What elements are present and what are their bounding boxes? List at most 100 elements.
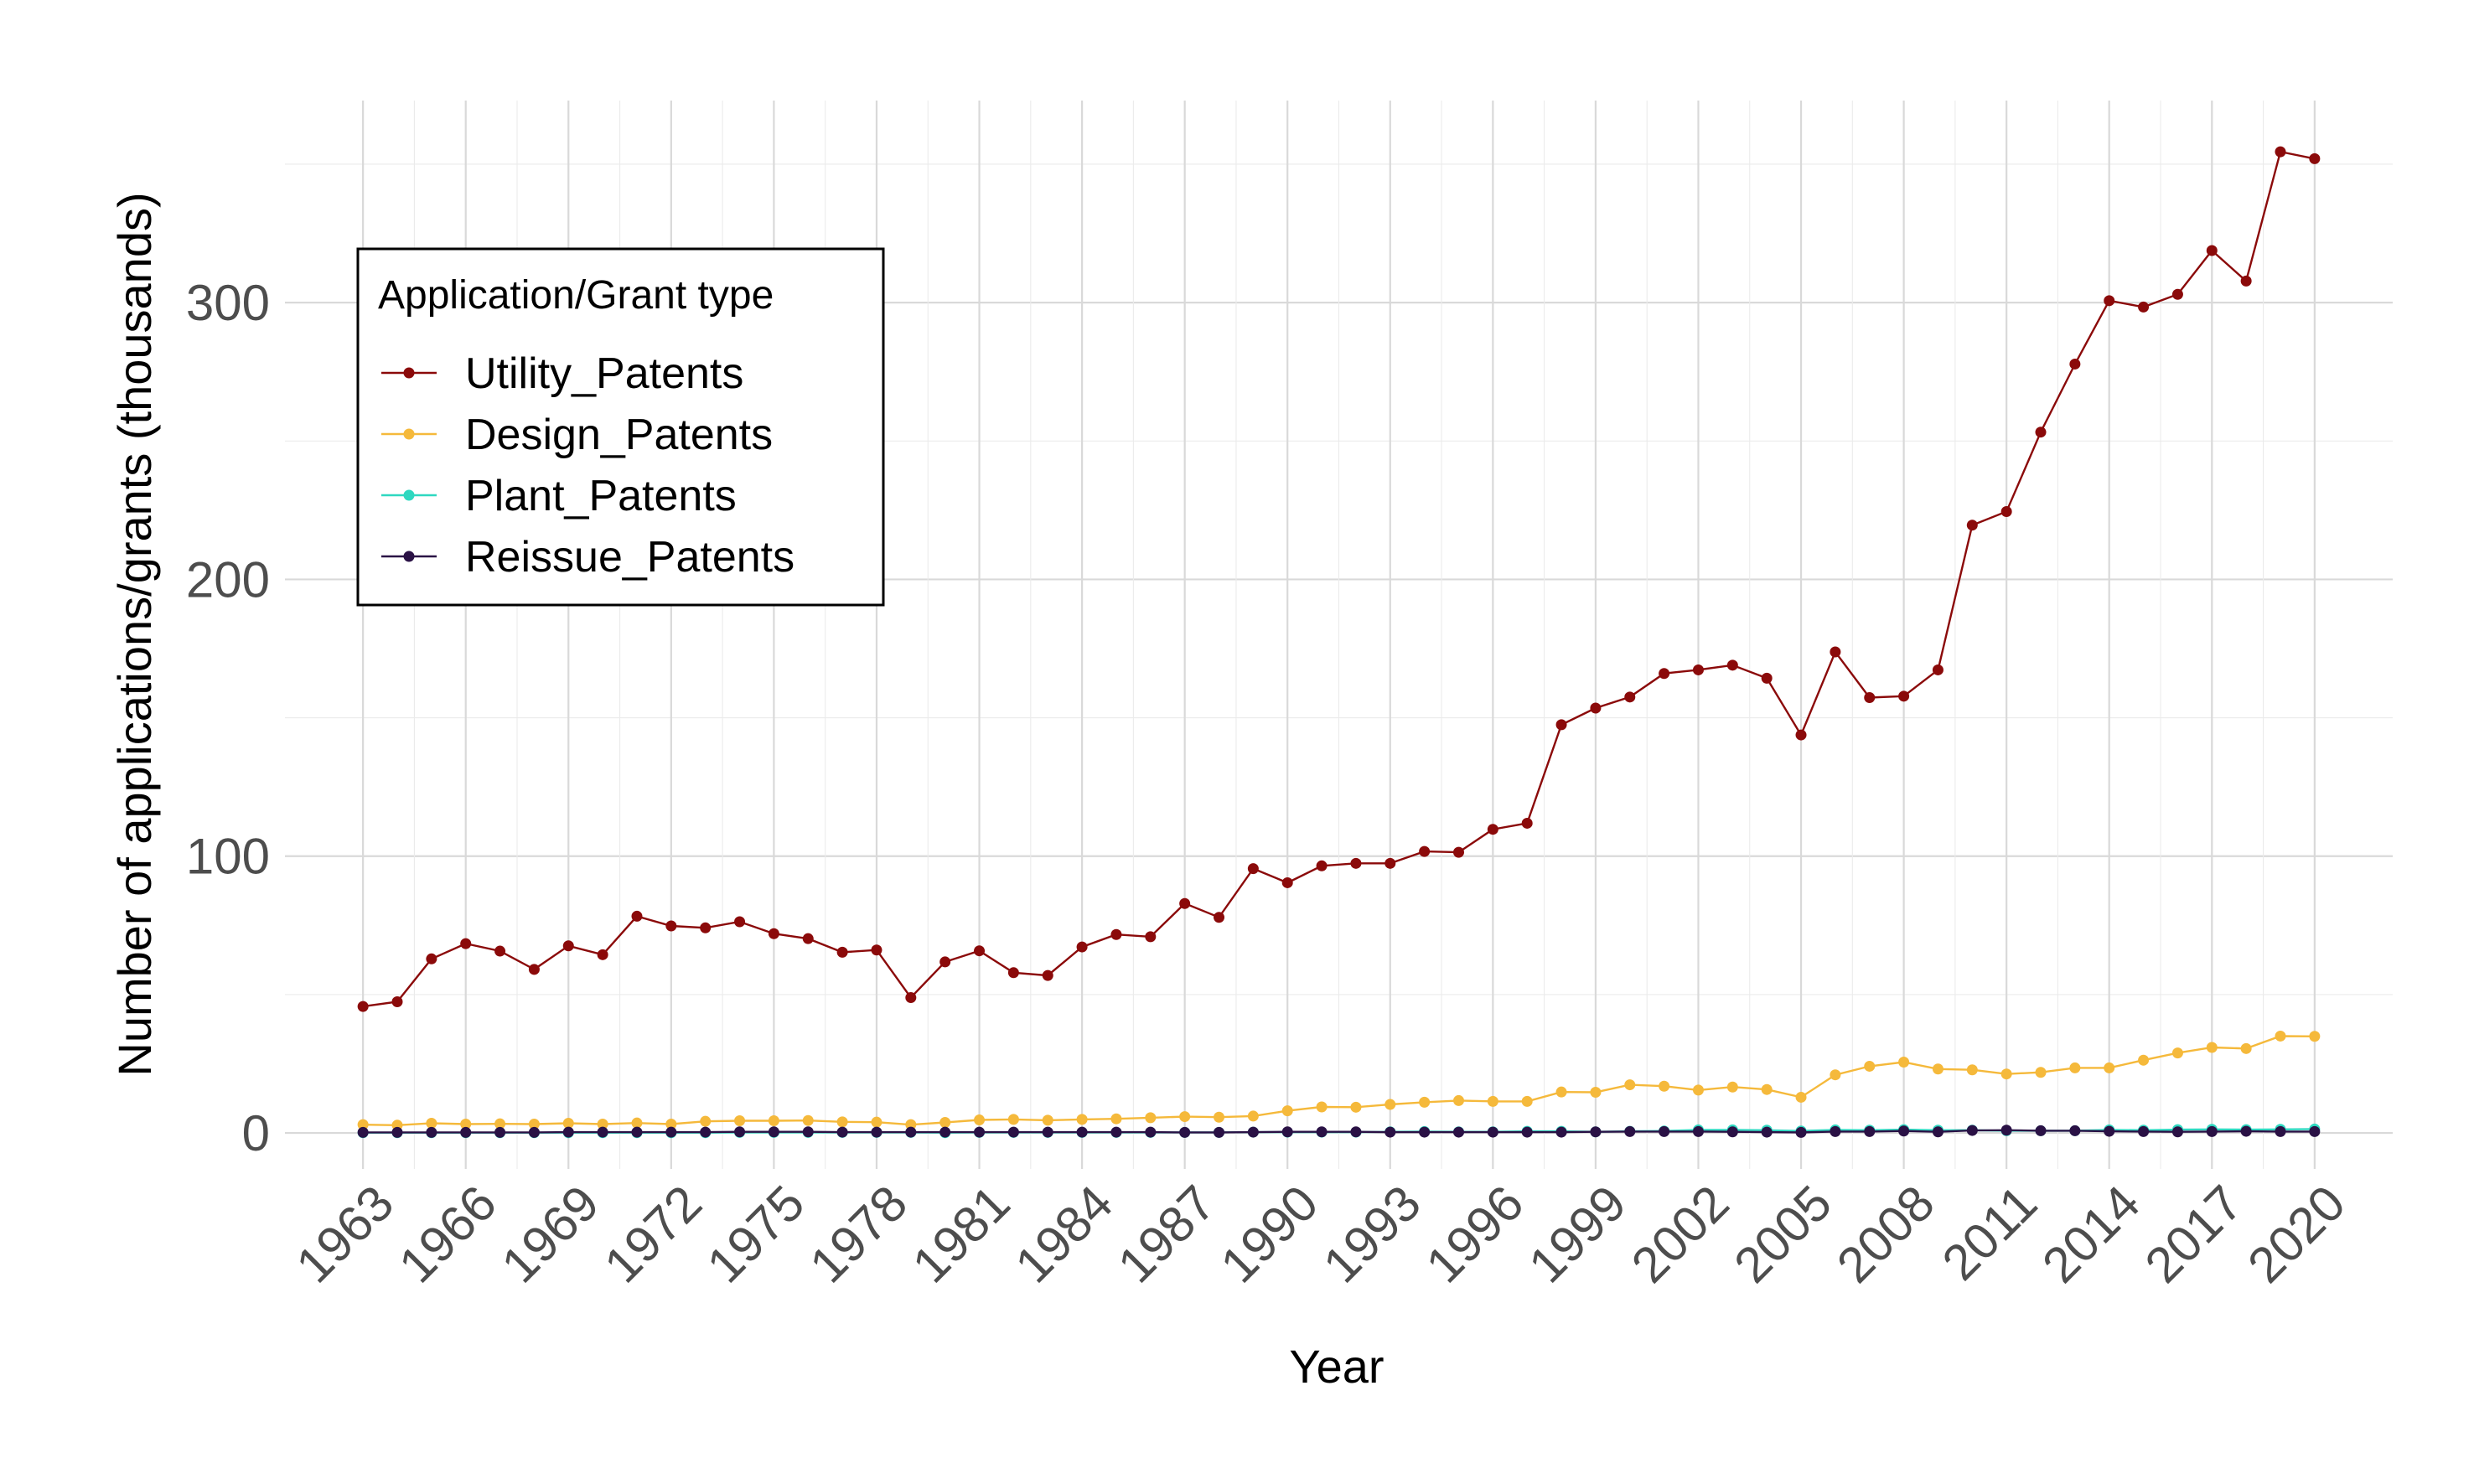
data-point [1830, 1126, 1840, 1137]
x-tick-label: 1984 [1005, 1175, 1124, 1294]
data-point [871, 944, 882, 955]
data-point [665, 1127, 676, 1138]
data-point [426, 1127, 437, 1138]
data-point [1145, 1127, 1156, 1138]
data-point [803, 1126, 814, 1137]
data-point [1145, 931, 1156, 942]
data-point [1043, 1127, 1053, 1138]
data-point [1385, 858, 1395, 869]
data-point [460, 1127, 471, 1138]
x-axis-ticks: 1963196619691972197519781981198419871990… [286, 1175, 2356, 1294]
data-point [1453, 847, 1464, 858]
data-point [2001, 1125, 2012, 1135]
legend-key-point [404, 368, 415, 379]
data-point [1110, 929, 1121, 940]
data-point [1933, 1063, 1943, 1074]
data-point [2036, 1067, 2047, 1078]
data-point [1762, 673, 1773, 684]
y-tick-label: 100 [186, 829, 270, 885]
data-point [2001, 506, 2012, 517]
data-point [1110, 1114, 1121, 1125]
data-point [2104, 1126, 2114, 1137]
data-point [1419, 846, 1430, 857]
data-point [803, 933, 814, 944]
data-point [1624, 691, 1635, 702]
x-tick-label: 1993 [1312, 1175, 1431, 1294]
data-point [1248, 863, 1259, 874]
data-point [2138, 1126, 2149, 1137]
data-point [905, 1127, 916, 1138]
data-point [494, 946, 505, 957]
x-tick-label: 1990 [1210, 1175, 1329, 1294]
data-point [2069, 1063, 2080, 1073]
data-point [837, 947, 848, 958]
data-point [1043, 1114, 1053, 1125]
data-point [529, 964, 540, 975]
data-point [939, 956, 950, 967]
legend-label: Plant_Patents [465, 472, 737, 520]
data-point [392, 996, 403, 1007]
data-point [1008, 967, 1019, 978]
data-point [1385, 1099, 1395, 1110]
data-point [769, 1126, 779, 1137]
data-point [2069, 359, 2080, 370]
data-point [2001, 1068, 2012, 1079]
data-point [2309, 1126, 2320, 1137]
y-tick-label: 300 [186, 275, 270, 331]
x-tick-label: 2002 [1621, 1175, 1740, 1294]
data-point [1453, 1095, 1464, 1106]
data-point [1590, 1126, 1601, 1137]
data-point [529, 1127, 540, 1138]
data-point [1556, 719, 1567, 730]
data-point [563, 940, 574, 951]
data-point [1248, 1127, 1259, 1138]
data-point [1864, 692, 1875, 703]
data-point [1967, 1125, 1978, 1136]
data-point [1179, 898, 1190, 909]
data-point [1350, 1102, 1361, 1113]
data-point [1214, 912, 1224, 923]
data-point [1214, 1127, 1224, 1138]
data-point [598, 949, 608, 960]
data-point [494, 1127, 505, 1138]
x-tick-label: 2020 [2237, 1175, 2356, 1294]
x-tick-label: 1963 [286, 1175, 405, 1294]
x-tick-label: 1987 [1107, 1175, 1226, 1294]
data-point [2207, 1126, 2218, 1137]
data-point [2275, 147, 2285, 158]
data-point [460, 938, 471, 949]
data-point [1419, 1097, 1430, 1108]
x-tick-label: 2014 [2031, 1175, 2151, 1294]
data-point [563, 1127, 574, 1138]
data-point [1008, 1127, 1019, 1138]
data-point [974, 1114, 985, 1125]
data-point [1008, 1114, 1019, 1125]
x-tick-label: 1999 [1518, 1175, 1637, 1294]
data-point [1282, 1126, 1293, 1137]
data-point [905, 992, 916, 1003]
data-point [1043, 970, 1053, 981]
data-point [837, 1127, 848, 1138]
data-point [2241, 1126, 2252, 1137]
y-tick-label: 0 [242, 1105, 270, 1161]
data-point [1864, 1126, 1875, 1137]
data-point [1350, 1126, 1361, 1137]
legend-title: Application/Grant type [378, 273, 774, 318]
legend-label: Reissue_Patents [465, 533, 794, 582]
data-point [392, 1127, 403, 1138]
data-point [1967, 520, 1978, 530]
data-point [1488, 824, 1498, 835]
data-point [1830, 646, 1840, 657]
data-point [974, 945, 985, 956]
data-point [2275, 1126, 2285, 1137]
data-point [734, 917, 745, 928]
data-point [426, 954, 437, 964]
data-point [1556, 1127, 1567, 1138]
data-point [1179, 1127, 1190, 1138]
data-point [2138, 1055, 2149, 1066]
data-point [2036, 1125, 2047, 1136]
x-tick-label: 1966 [388, 1175, 507, 1294]
data-point [1659, 1081, 1669, 1092]
data-point [2104, 1063, 2114, 1073]
